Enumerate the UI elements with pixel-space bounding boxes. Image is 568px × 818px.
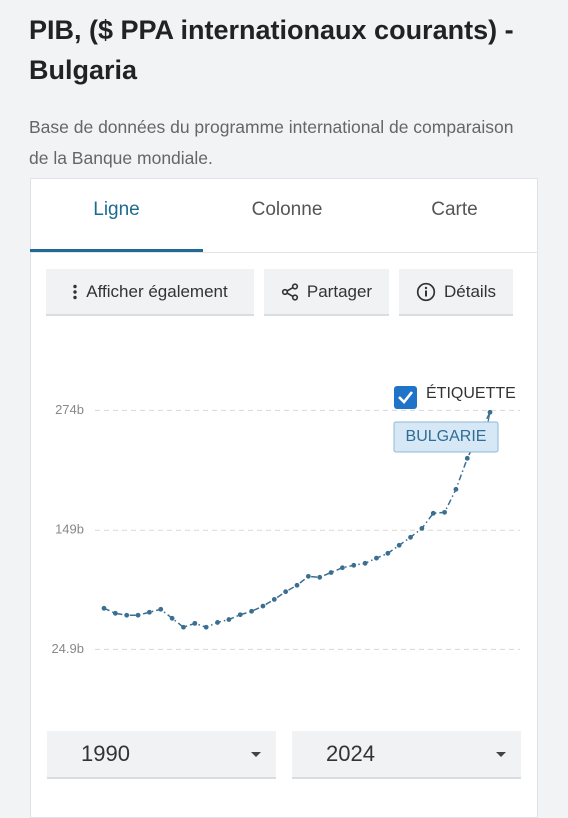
icon-share — [281, 282, 298, 301]
dropdown-arrow — [496, 752, 506, 757]
data-point — [385, 550, 391, 556]
dropdown-arrow — [251, 752, 261, 757]
button-label: Partager — [306, 281, 373, 301]
select-value: 1990 — [81, 741, 130, 766]
data-point — [464, 455, 470, 461]
data-point — [340, 565, 345, 571]
data-point — [249, 608, 254, 614]
checkbox[interactable] — [394, 386, 417, 409]
data-point — [430, 510, 436, 516]
data-point — [453, 486, 459, 492]
start-year-select[interactable]: 1990 — [47, 731, 276, 779]
data-point — [101, 605, 107, 611]
series-label-box — [393, 421, 499, 453]
data-point — [396, 542, 402, 548]
data-point — [260, 603, 266, 609]
icon-info — [416, 282, 436, 301]
data-point — [283, 589, 289, 595]
button[interactable]: Détails — [399, 269, 513, 316]
series-label: BULGARIE — [406, 428, 487, 445]
data-point — [374, 555, 379, 561]
y-tick-label: 274b — [55, 402, 84, 417]
y-tick-label: 149b — [55, 522, 84, 537]
data-point — [419, 525, 425, 531]
tab[interactable]: Carte — [431, 199, 478, 220]
data-point — [237, 612, 243, 618]
button-label: Détails — [444, 281, 496, 301]
data-point — [112, 610, 118, 616]
tab[interactable]: Colonne — [251, 199, 323, 220]
data-point — [203, 624, 209, 630]
page: html, body { margin: 0; padding: 0; } bo… — [29, 15, 538, 818]
data-point — [408, 534, 413, 540]
tab[interactable]: Ligne — [93, 199, 140, 220]
data-point — [169, 615, 175, 621]
data-point — [135, 612, 141, 618]
y-tick-label: 24.9b — [51, 641, 84, 656]
end-year-select[interactable]: 2024 — [292, 731, 521, 779]
page-title: PIB, ($ PPA internationaux courants) - B… — [29, 15, 514, 85]
data-point — [362, 560, 368, 566]
button[interactable]: Partager — [264, 269, 389, 316]
data-point — [351, 562, 357, 568]
data-point — [192, 620, 198, 626]
data-point — [124, 612, 130, 618]
checkmark — [398, 391, 414, 404]
data-point — [158, 606, 164, 612]
button[interactable]: Afficher également — [46, 269, 254, 316]
data-point — [442, 509, 447, 515]
screen: {"header": {"title": "PIB, ($ PPA intern… — [29, 15, 538, 818]
button-label: Afficher également — [86, 281, 228, 301]
data-point — [305, 573, 311, 579]
data-point — [181, 624, 186, 630]
data-point — [317, 574, 323, 580]
active-tab-indicator — [30, 249, 203, 252]
data-point — [226, 617, 232, 622]
data-point — [294, 582, 300, 588]
chart: ÉTIQUETTE 24.9b 149b 274b BULGARIE — [51, 383, 520, 656]
data-point — [271, 596, 277, 602]
data-point — [328, 570, 334, 575]
data-point — [215, 620, 220, 625]
select-value: 2024 — [326, 741, 375, 766]
divider — [30, 252, 538, 253]
subtitle: Base de données du programme internation… — [29, 117, 514, 168]
icon-more — [73, 284, 77, 299]
label-toggle[interactable]: ÉTIQUETTE — [426, 383, 516, 402]
data-point — [147, 609, 152, 615]
